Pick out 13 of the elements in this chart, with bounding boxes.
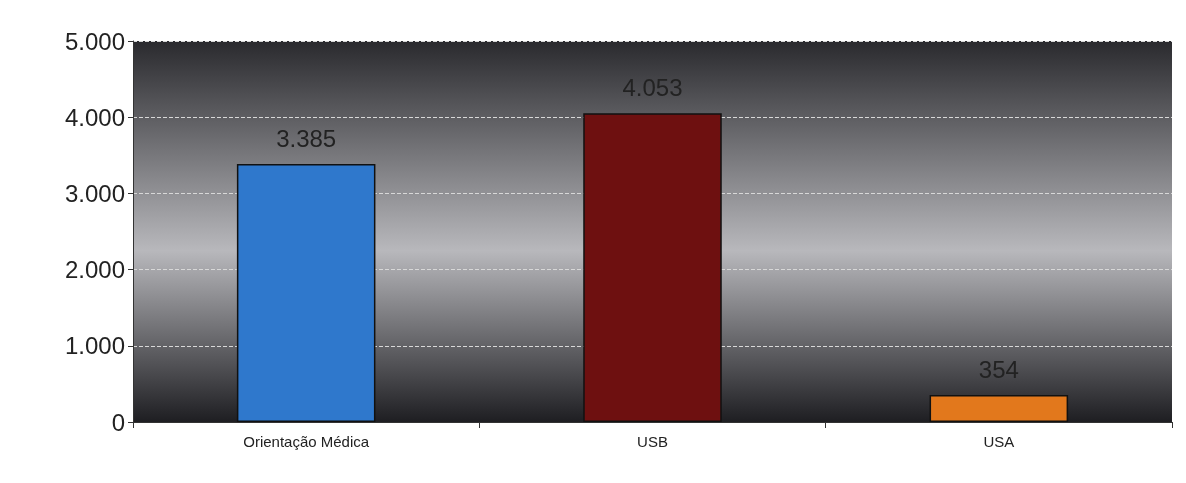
x-tick-label: USB	[637, 433, 668, 450]
y-tick-label: 1.000	[64, 332, 125, 360]
y-tick-label: 5.000	[64, 27, 125, 55]
y-tick-label: 4.000	[64, 103, 125, 131]
x-tick-label: USA	[983, 433, 1015, 450]
y-tick-label: 2.000	[64, 256, 125, 284]
data-label: 3.385	[276, 124, 337, 152]
y-tick-label: 3.000	[64, 179, 125, 207]
bar	[583, 113, 722, 422]
y-tick-label: 0	[111, 408, 125, 436]
x-tick-label: Orientação Médica	[243, 433, 370, 450]
bar	[929, 395, 1069, 422]
bar	[236, 164, 376, 422]
